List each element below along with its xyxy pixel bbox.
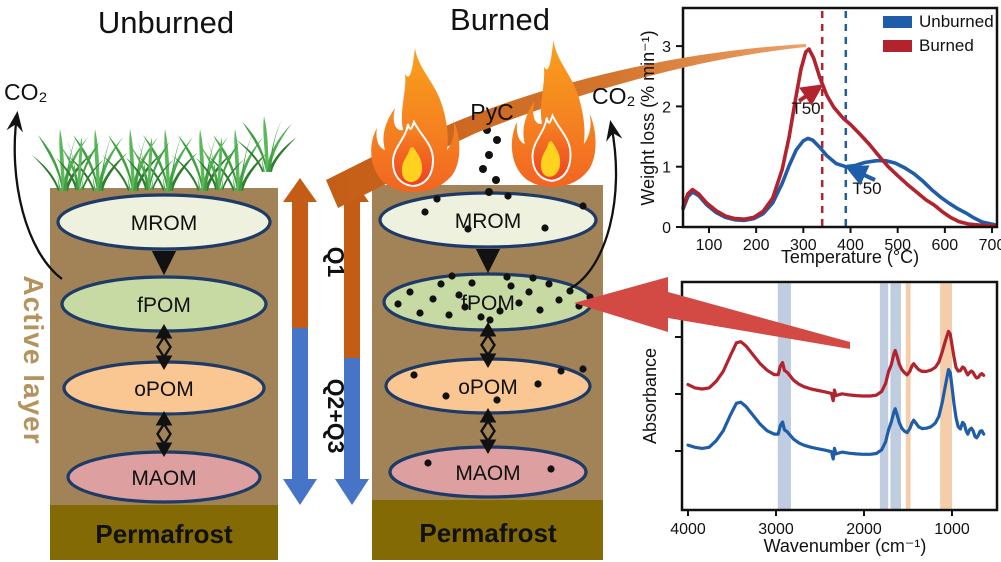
dtg-y-tick-label: 0 xyxy=(662,220,671,237)
permafrost-layer-burned xyxy=(372,500,603,560)
ftir-x-tick-label: 2000 xyxy=(846,521,882,538)
pool-label-opom-unburned: oPOM xyxy=(134,378,194,401)
ftir-y-axis-label: Absorbance xyxy=(640,348,660,444)
permafrost-layer-unburned xyxy=(50,505,278,560)
ftir-highlight-band xyxy=(777,283,791,509)
burned-title: Burned xyxy=(450,2,550,37)
dtg-plot-frame xyxy=(681,6,999,229)
ftir-plot-frame xyxy=(680,280,999,512)
dtg-chart: 100 200 300 400 500 600 700 0 1 2 3 Unburned Burned T… xyxy=(662,6,1001,254)
t50-arrow-burned xyxy=(797,84,824,106)
pyc-label: PyC xyxy=(470,99,513,125)
t50-arrow-unburned xyxy=(845,165,876,186)
t50-label-unburned: T50 xyxy=(852,179,881,198)
dtg-x-tick-label: 300 xyxy=(790,237,817,254)
ftir-highlight-band xyxy=(905,283,911,509)
flame-icon-left xyxy=(370,47,461,193)
pool-connectors xyxy=(6,110,623,458)
ftir-x-axis-label: Wavenumber (cm⁻¹) xyxy=(764,536,927,556)
unburned-soil-column xyxy=(32,116,296,560)
pyc-particles xyxy=(479,126,501,196)
legend-swatch-burned xyxy=(883,40,912,52)
dtg-y-tick-label: 1 xyxy=(662,160,671,177)
grass-icon xyxy=(32,116,296,191)
co2-label-burned: CO₂ xyxy=(592,83,635,109)
pool-label-mrom-burned: MROM xyxy=(455,210,522,233)
permafrost-label-unburned: Permafrost xyxy=(95,519,233,549)
t50-label-burned: T50 xyxy=(791,99,820,118)
unburned-title: Unburned xyxy=(98,5,234,40)
pool-label-mrom-unburned: MROM xyxy=(131,212,198,235)
pool-label-fpom-burned: fPOM xyxy=(461,292,515,315)
dtg-y-tick-label: 3 xyxy=(662,39,671,56)
dtg-x-tick-label: 100 xyxy=(696,237,723,254)
co2-efflux-arrow-unburned xyxy=(6,110,63,280)
dtg-x-tick-label: 700 xyxy=(979,237,1001,254)
q-flux-arrows xyxy=(283,178,369,505)
pool-label-opom-burned: oPOM xyxy=(458,376,518,399)
active-layer-label: Active layer xyxy=(18,275,49,444)
burned-soil-column xyxy=(372,185,603,560)
pool-label-maom-unburned: MAOM xyxy=(131,467,196,490)
ftir-x-tick-label: 1000 xyxy=(934,521,970,538)
legend-swatch-unburned xyxy=(883,16,912,28)
dtg-x-tick-label: 200 xyxy=(743,237,770,254)
q2q3-label: Q2+Q3 xyxy=(323,379,349,454)
dtg-curve-burned xyxy=(681,47,997,228)
q-flux-arrow-left xyxy=(283,178,317,505)
ftir-curve-unburned xyxy=(686,368,986,461)
dtg-x-tick-label: 500 xyxy=(884,237,911,254)
permafrost-label-burned: Permafrost xyxy=(419,518,557,548)
ftir-to-fpom-highlight-arrow xyxy=(574,277,850,349)
labels: Unburned Burned CO₂ CO₂ PyC Active layer… xyxy=(4,2,926,556)
legend-label-burned: Burned xyxy=(919,36,974,55)
ftir-x-tick-label: 3000 xyxy=(758,521,794,538)
dtg-x-tick-label: 400 xyxy=(837,237,864,254)
dtg-curve-unburned xyxy=(681,136,997,227)
co2-efflux-arrow-burned xyxy=(570,119,623,289)
ftir-chart: 4000 3000 2000 1000 xyxy=(670,280,999,538)
legend-label-unburned: Unburned xyxy=(919,12,994,31)
ftir-x-tick-label: 4000 xyxy=(670,521,706,538)
ftir-highlight-band xyxy=(879,283,889,509)
dtg-y-axis-label: Weight loss (% min⁻¹) xyxy=(638,30,658,205)
dtg-x-axis-label: Temperature (°C) xyxy=(781,247,919,267)
co2-label-unburned: CO₂ xyxy=(4,79,47,105)
q1-label: Q1 xyxy=(323,247,349,278)
ftir-highlight-band xyxy=(890,283,901,509)
pool-label-maom-burned: MAOM xyxy=(455,462,520,485)
q-flux-arrow-right xyxy=(335,178,369,505)
pool-mrom-unburned xyxy=(56,193,272,251)
pool-label-fpom-unburned: fPOM xyxy=(137,294,191,317)
ftir-highlight-band xyxy=(940,283,953,509)
dtg-x-tick-label: 600 xyxy=(931,237,958,254)
dtg-y-tick-label: 2 xyxy=(662,99,671,116)
ftir-curve-burned xyxy=(686,329,986,403)
